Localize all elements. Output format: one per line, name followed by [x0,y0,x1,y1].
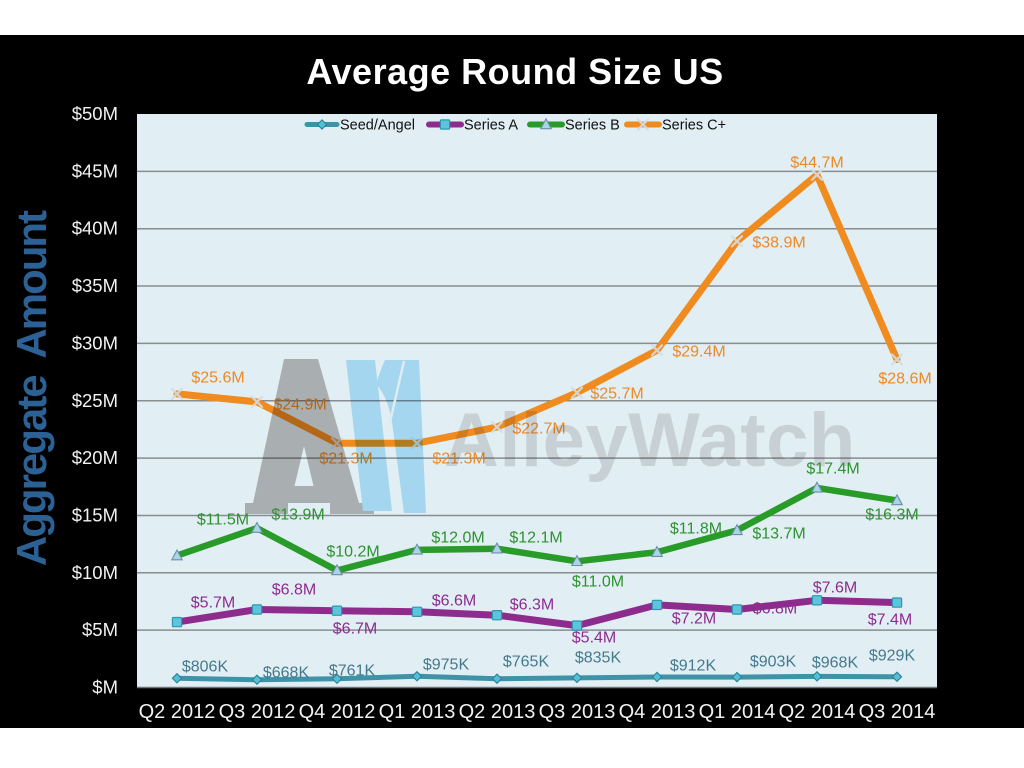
svg-text:$12.0M: $12.0M [431,530,484,547]
svg-text:Q3 2014: Q3 2014 [859,701,936,723]
svg-text:$806K: $806K [182,659,229,676]
svg-text:$21.3M: $21.3M [432,451,485,468]
svg-text:$45M: $45M [72,160,118,181]
svg-text:$29.4M: $29.4M [672,344,725,361]
svg-text:$668K: $668K [263,665,310,682]
svg-text:$20M: $20M [72,447,118,468]
svg-text:Q1 2013: Q1 2013 [379,701,456,723]
svg-text:$30M: $30M [72,332,118,353]
svg-text:$12.1M: $12.1M [509,530,562,547]
svg-text:$7.6M: $7.6M [813,580,857,597]
svg-text:$912K: $912K [670,658,717,675]
svg-text:$13.9M: $13.9M [271,507,324,524]
svg-text:Q3 2012: Q3 2012 [219,701,296,723]
svg-text:Q2 2014: Q2 2014 [779,701,856,723]
svg-text:$35M: $35M [72,275,118,296]
svg-text:$6.8M: $6.8M [753,601,797,618]
svg-text:$17.4M: $17.4M [806,461,859,478]
svg-text:$25.6M: $25.6M [191,370,244,387]
svg-text:$10.2M: $10.2M [326,544,379,561]
svg-text:Q4 2012: Q4 2012 [299,701,376,723]
svg-text:$11.0M: $11.0M [572,574,624,591]
svg-text:$15M: $15M [72,505,118,526]
svg-text:$7.2M: $7.2M [672,611,716,628]
svg-text:$975K: $975K [423,657,470,674]
svg-text:Series C+: Series C+ [662,118,726,134]
svg-text:$25M: $25M [72,390,118,411]
svg-text:$761K: $761K [329,663,376,680]
svg-text:Q3 2013: Q3 2013 [539,701,616,723]
svg-text:$25.7M: $25.7M [590,386,643,403]
svg-text:$765K: $765K [503,654,550,671]
svg-text:Seed/Angel: Seed/Angel [340,118,415,134]
svg-text:$16.3M: $16.3M [865,507,918,524]
svg-text:$40M: $40M [72,218,118,239]
svg-text:$6.7M: $6.7M [333,621,377,638]
svg-text:Series A: Series A [464,118,518,134]
svg-text:Series B: Series B [565,118,620,134]
svg-text:Q2 2013: Q2 2013 [459,701,536,723]
svg-text:$44.7M: $44.7M [790,155,843,172]
svg-text:$6.6M: $6.6M [432,593,476,610]
svg-text:$6.8M: $6.8M [272,582,316,599]
svg-text:$38.9M: $38.9M [752,235,805,252]
svg-text:$903K: $903K [750,654,797,671]
svg-text:Q4 2013: Q4 2013 [619,701,696,723]
svg-text:$5M: $5M [82,619,118,640]
svg-text:AlleyWatch: AlleyWatch [444,398,856,483]
svg-text:$6.3M: $6.3M [510,597,554,614]
svg-text:Q2 2012: Q2 2012 [139,701,216,723]
svg-text:$5.7M: $5.7M [191,595,235,612]
svg-text:$50M: $50M [72,103,118,124]
svg-text:$11.8M: $11.8M [670,521,722,538]
svg-text:$968K: $968K [812,655,859,672]
svg-text:Q1 2014: Q1 2014 [699,701,776,723]
svg-text:$835K: $835K [575,650,622,667]
svg-text:$5.4M: $5.4M [572,630,616,647]
svg-text:$22.7M: $22.7M [512,421,565,438]
svg-text:$11.5M: $11.5M [197,512,249,529]
svg-text:$28.6M: $28.6M [878,371,931,388]
svg-text:$929K: $929K [869,648,916,665]
svg-text:$10M: $10M [72,562,118,583]
svg-text:$7.4M: $7.4M [868,612,912,629]
svg-text:$M: $M [92,677,118,698]
svg-text:$13.7M: $13.7M [752,526,805,543]
